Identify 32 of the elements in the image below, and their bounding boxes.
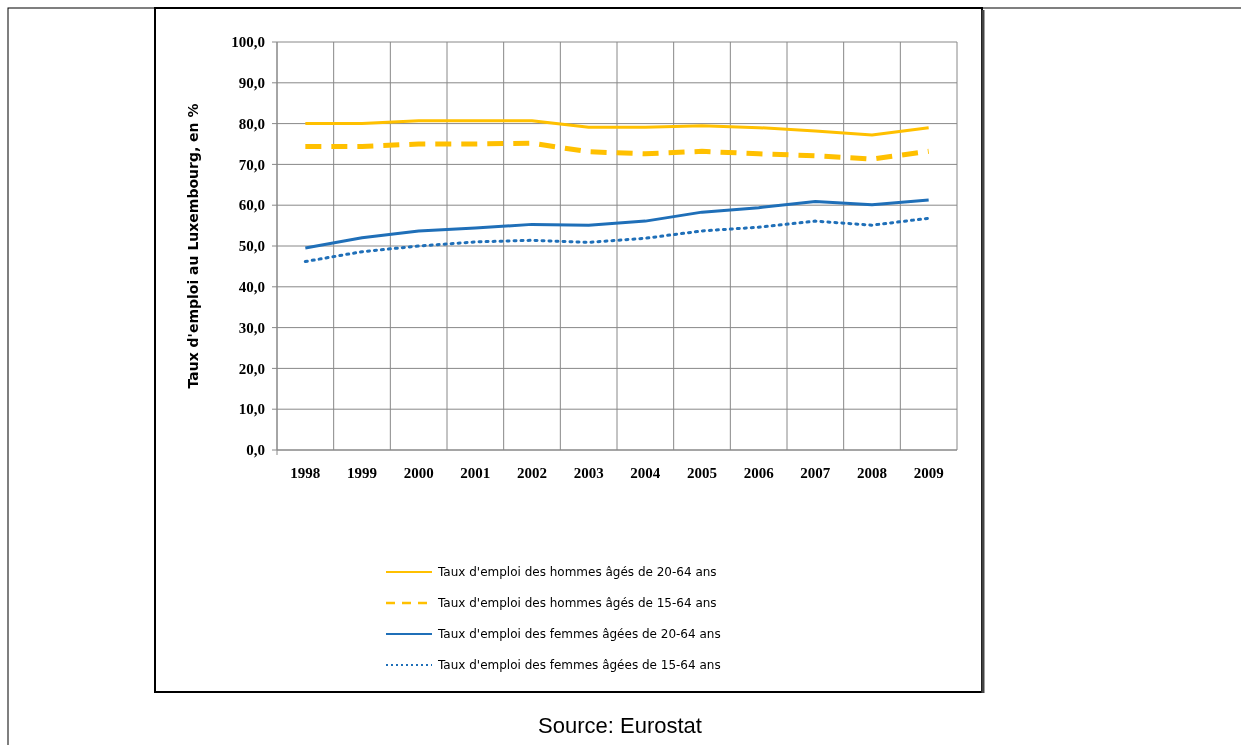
source-note: Source: Eurostat bbox=[538, 713, 702, 738]
x-tick-label: 2004 bbox=[630, 465, 661, 481]
x-tick-label: 1998 bbox=[290, 465, 321, 481]
line-series bbox=[303, 119, 931, 137]
x-tick-label: 2000 bbox=[403, 465, 434, 481]
y-tick-label: 90,0 bbox=[238, 75, 265, 92]
y-tick-label: 80,0 bbox=[238, 115, 265, 132]
legend-label: Taux d'emploi des hommes âgés de 20-64 ans bbox=[437, 565, 717, 580]
legend-label: Taux d'emploi des femmes âgées de 15-64 ans bbox=[437, 658, 721, 673]
x-tick-label: 2009 bbox=[913, 465, 944, 481]
legend-label: Taux d'emploi des femmes âgées de 20-64 ans bbox=[437, 627, 721, 642]
y-tick-label: 60,0 bbox=[238, 197, 265, 214]
y-axis-title: Taux d'emploi au Luxembourg, en % bbox=[185, 103, 201, 389]
x-tick-label: 2007 bbox=[800, 465, 831, 481]
line-series bbox=[303, 216, 931, 263]
y-tick-label: 30,0 bbox=[238, 319, 265, 336]
x-tick-label: 2008 bbox=[857, 465, 887, 481]
x-tick-label: 1999 bbox=[347, 465, 377, 481]
x-tick-label: 2003 bbox=[573, 465, 604, 481]
legend-label: Taux d'emploi des hommes âgés de 15-64 ans bbox=[437, 596, 717, 611]
y-tick-label: 0,0 bbox=[246, 442, 265, 459]
y-tick-label: 10,0 bbox=[238, 401, 265, 418]
y-tick-label: 40,0 bbox=[238, 279, 265, 296]
line-series bbox=[303, 198, 931, 250]
x-tick-label: 2006 bbox=[743, 465, 775, 481]
y-tick-label: 20,0 bbox=[238, 360, 265, 377]
x-tick-label: 2001 bbox=[460, 465, 491, 481]
y-tick-label: 50,0 bbox=[238, 238, 265, 255]
y-tick-label: 70,0 bbox=[238, 156, 265, 173]
y-tick-label: 100,0 bbox=[231, 34, 265, 51]
x-tick-label: 2005 bbox=[687, 465, 717, 481]
x-tick-label: 2002 bbox=[517, 465, 547, 481]
